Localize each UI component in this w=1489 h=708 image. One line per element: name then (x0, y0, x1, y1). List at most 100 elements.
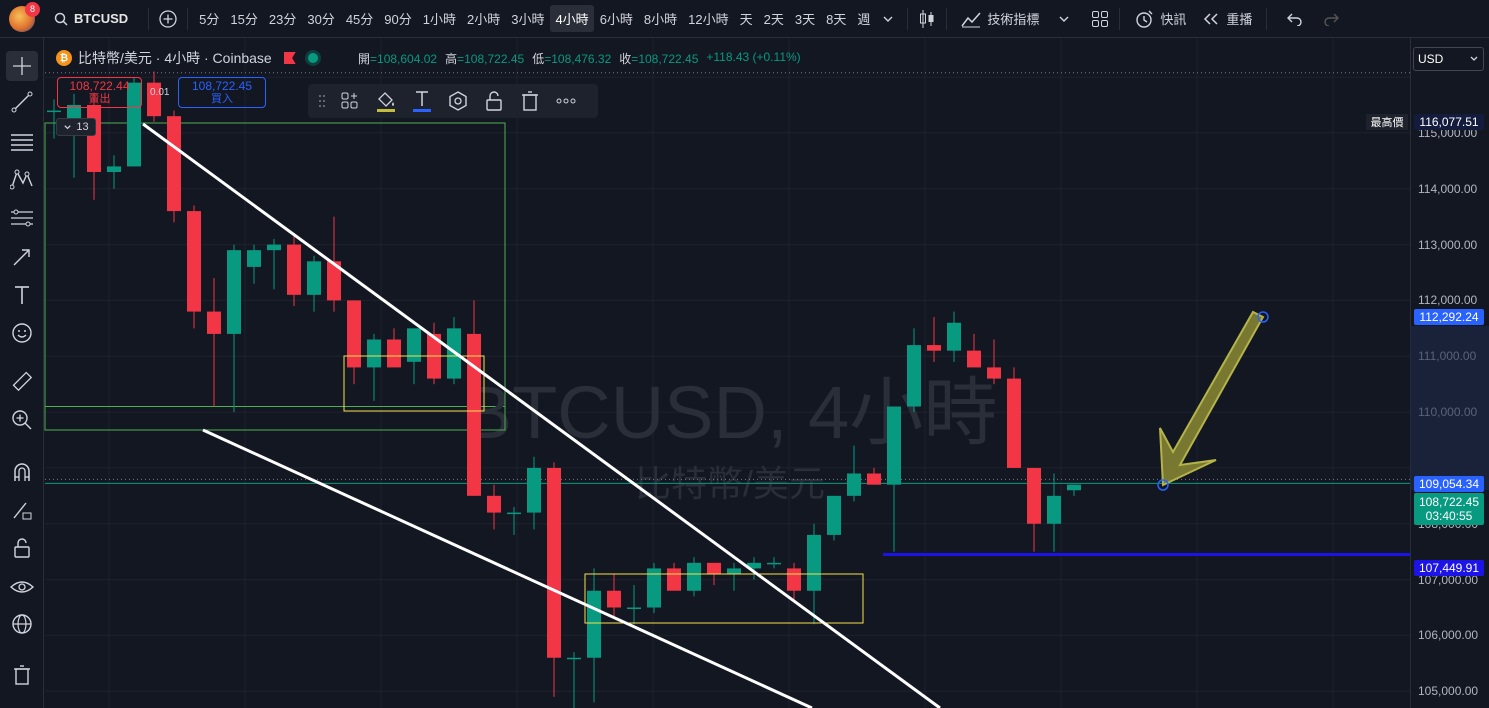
indicators-button[interactable]: 技術指標 (953, 9, 1047, 28)
redo-button[interactable] (1319, 6, 1345, 32)
lower-trendline[interactable] (202, 428, 813, 708)
interval-6[interactable]: 1小時 (422, 12, 456, 27)
currency-select[interactable]: USD (1413, 47, 1484, 71)
symbol-search-button[interactable]: BTCUSD (44, 11, 142, 26)
interval-16[interactable]: 8天 (826, 12, 847, 27)
text-color-button[interactable] (404, 84, 440, 118)
lock-drawings-button[interactable] (6, 533, 38, 563)
drag-handle[interactable] (312, 84, 332, 118)
collapse-legend-button[interactable]: 13 (56, 118, 96, 136)
support-price-label: 107,449.91 (1414, 560, 1484, 576)
consolidation-box-upper[interactable] (343, 355, 485, 412)
candle (747, 557, 761, 580)
crosshair-tool-button[interactable] (6, 51, 38, 81)
sell-button[interactable]: 108,722.44 賣出 (57, 77, 142, 108)
interval-17[interactable]: 週 (857, 12, 871, 27)
rectangle-drawing[interactable] (44, 122, 506, 431)
trash-icon (14, 665, 30, 685)
delete-drawing-button[interactable] (512, 84, 548, 118)
text-tool-button[interactable] (6, 280, 38, 310)
divider (148, 7, 150, 30)
stay-in-drawing-button[interactable] (6, 495, 38, 525)
more-options-button[interactable] (548, 84, 584, 118)
arrow-handle-end[interactable] (1257, 311, 1269, 323)
zoom-in-icon (12, 410, 32, 430)
pattern-tool-button[interactable] (6, 164, 38, 194)
measure-tool-button[interactable] (6, 366, 38, 396)
candle (687, 557, 701, 597)
drawing-price-label-upper: 112,292.24 (1414, 309, 1484, 325)
flag-icon[interactable] (283, 52, 296, 64)
consolidation-box-lower[interactable] (584, 573, 864, 624)
symbol-name: BTCUSD (74, 11, 129, 26)
candle (947, 311, 961, 362)
open-value: 108,604.02 (377, 52, 438, 66)
arrow-drawing[interactable] (1159, 310, 1265, 487)
candle-body (127, 82, 141, 167)
buy-button[interactable]: 108,722.45 買入 (178, 77, 266, 108)
fib-tool-button[interactable] (6, 127, 38, 157)
candle (607, 574, 621, 619)
interval-13[interactable]: 天 (739, 12, 753, 27)
brush-tool-button[interactable] (6, 242, 38, 272)
spread-value: 0.01 (150, 87, 170, 98)
interval-14[interactable]: 2天 (763, 12, 784, 27)
hide-drawings-button[interactable] (6, 572, 38, 602)
emoji-tool-button[interactable] (6, 318, 38, 348)
interval-5[interactable]: 90分 (384, 12, 412, 27)
projection-lines-icon (11, 209, 33, 227)
candle (107, 155, 121, 189)
fill-color-button[interactable] (368, 84, 404, 118)
zoom-tool-button[interactable] (6, 405, 38, 435)
object-tree-button[interactable] (6, 609, 38, 639)
arrow-handle-start[interactable] (1157, 479, 1169, 491)
lock-drawing-button[interactable] (476, 84, 512, 118)
settings-button[interactable] (440, 84, 476, 118)
candle (347, 300, 361, 385)
upper-trendline[interactable] (142, 122, 941, 708)
template-button[interactable] (332, 84, 368, 118)
user-avatar[interactable]: 8 (0, 0, 44, 38)
undo-button[interactable] (1281, 6, 1307, 32)
add-template-icon (341, 92, 358, 109)
candle (827, 495, 841, 541)
candle-body (967, 350, 981, 368)
candle (467, 300, 481, 496)
trendline-tool-button[interactable] (6, 87, 38, 117)
interval-dropdown-button[interactable] (875, 6, 901, 32)
replay-label: 重播 (1226, 12, 1253, 27)
replay-button[interactable]: 重播 (1194, 9, 1260, 28)
interval-11[interactable]: 8小時 (643, 12, 678, 27)
interval-7[interactable]: 2小時 (466, 12, 501, 27)
magnet-icon (14, 463, 30, 481)
interval-3[interactable]: 30分 (307, 12, 335, 27)
hexagon-gear-icon (449, 91, 467, 111)
chart-type-button[interactable] (914, 6, 940, 32)
magnet-tool-button[interactable] (6, 457, 38, 487)
alerts-button[interactable]: 快訊 (1126, 9, 1194, 29)
interval-10[interactable]: 6小時 (599, 12, 633, 27)
interval-2[interactable]: 23分 (268, 12, 297, 27)
layouts-button[interactable] (1087, 6, 1113, 32)
interval-0[interactable]: 5分 (199, 12, 220, 27)
compare-symbol-button[interactable] (155, 6, 181, 32)
interval-15[interactable]: 3天 (794, 12, 816, 27)
notification-badge: 8 (25, 1, 40, 17)
ohlc-values: 開=108,604.02 高=108,722.45 低=108,476.32 收… (358, 50, 801, 66)
interval-12[interactable]: 12小時 (688, 12, 729, 27)
interval-9[interactable]: 4小時 (550, 5, 594, 32)
alerts-label: 快訊 (1160, 12, 1187, 27)
chart-legend[interactable]: ₿ 比特幣/美元 · 4小時 · Coinbase (56, 46, 318, 70)
interval-1[interactable]: 15分 (230, 12, 258, 27)
interval-4[interactable]: 45分 (345, 12, 374, 27)
indicators-dropdown-button[interactable] (1051, 6, 1077, 32)
candle-body (367, 339, 381, 368)
high-price-tag: 最高價 (1366, 114, 1408, 130)
remove-drawings-button[interactable] (6, 660, 38, 690)
candle-body (327, 261, 341, 301)
candle (167, 110, 181, 223)
drawing-toolbar (0, 38, 44, 708)
interval-8[interactable]: 3小時 (511, 12, 545, 27)
forecast-tool-button[interactable] (6, 203, 38, 233)
